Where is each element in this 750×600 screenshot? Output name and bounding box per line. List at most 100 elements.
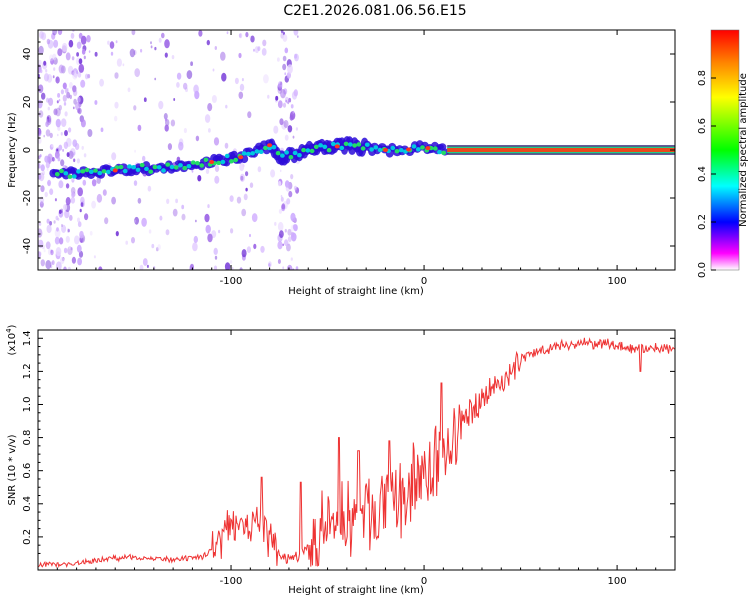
ridge-core [254,149,260,154]
noise-blob [173,98,176,101]
noise-blob [93,255,96,259]
noise-blob [38,84,44,93]
ridge-core [152,164,158,170]
noise-blob [53,220,56,224]
noise-blob [142,155,146,162]
x-tick-label: 100 [608,576,627,587]
figure-title: C2E1.2026.081.06.56.E15 [283,3,466,19]
noise-blob [71,256,76,264]
noise-blob [172,208,178,217]
noise-blob [80,119,86,128]
ridge-core [67,174,73,179]
noise-blob [249,35,251,39]
noise-blob [214,175,220,184]
noise-blob [164,117,168,122]
ridge-core [127,164,132,169]
noise-blob [91,200,96,209]
noise-blob [72,89,78,97]
colorbar-tick-label: 0.8 [697,70,708,86]
noise-blob [50,249,53,254]
ridge-core [80,169,86,174]
noise-blob [176,72,182,80]
noise-blob [51,32,56,40]
noise-blob [181,204,185,210]
ridge-core [161,168,166,173]
y-tick-label: 0 [22,147,33,153]
noise-blob [131,237,135,244]
noise-blob [192,242,198,252]
noise-blob [211,95,217,103]
noise-blob [220,51,226,61]
noise-blob [247,111,252,119]
noise-blob [55,247,62,257]
noise-blob [143,97,147,102]
noise-blob [71,70,75,76]
noise-blob [284,72,287,76]
noise-blob [45,161,50,169]
noise-blob [58,237,64,245]
noise-blob [292,135,295,139]
noise-blob [260,245,265,253]
noise-blob [204,114,211,123]
ridge-core [352,143,357,148]
noise-blob [273,125,279,134]
noise-blob [57,157,61,162]
y-tick-label: 1.2 [22,363,33,379]
noise-blob [46,167,49,171]
noise-blob [70,32,75,39]
colorbar-tick-label: 0.2 [697,214,708,230]
noise-blob [166,198,170,204]
noise-blob [58,144,63,151]
noise-blob [88,50,91,53]
noise-blob [55,261,62,270]
noise-blob [291,232,297,242]
noise-blob [68,150,74,159]
noise-blob [77,71,82,78]
noise-blob [38,164,41,169]
noise-blob [231,267,234,270]
noise-blob [296,35,299,38]
noise-blob [91,179,97,187]
noise-blob [46,115,52,123]
noise-blob [52,75,55,79]
noise-blob [45,241,51,250]
colorbar: 0.0 0.2 0.4 0.6 0.8 Normalized spectral ampl… [697,29,749,278]
ridge-core [305,148,311,153]
noise-blob [206,39,210,46]
noise-blob [139,264,144,270]
y-tick-label: -40 [22,238,33,254]
noise-blob [253,243,257,250]
noise-blob [111,196,116,205]
noise-blob [294,53,298,59]
x-tick-label: -100 [220,276,243,287]
noise-blob [238,52,242,59]
noise-blob [134,216,140,225]
noise-blob [190,61,194,66]
ridge-core [88,169,94,174]
noise-blob [45,121,49,128]
ridge-core [71,174,77,179]
noise-blob [238,91,244,100]
noise-blob [41,92,46,100]
noise-blob [221,72,227,82]
noise-blob [224,262,231,270]
ridge-core [441,150,447,155]
ridge-peak [267,143,273,148]
noise-blob [46,38,51,45]
noise-blob [245,31,249,38]
noise-blob [137,197,142,204]
noise-blob [246,246,251,254]
ridge-core [369,147,374,152]
noise-blob [76,70,79,74]
noise-blob [181,213,186,221]
noise-blob [195,135,200,142]
ridge-peak [238,155,244,160]
noise-blob [283,120,289,128]
noise-blob [71,56,75,61]
noise-blob [62,94,67,102]
x-tick-label: -100 [220,576,243,587]
noise-blob [114,115,118,122]
ridge-core [76,169,81,174]
ridge-core [97,170,103,176]
